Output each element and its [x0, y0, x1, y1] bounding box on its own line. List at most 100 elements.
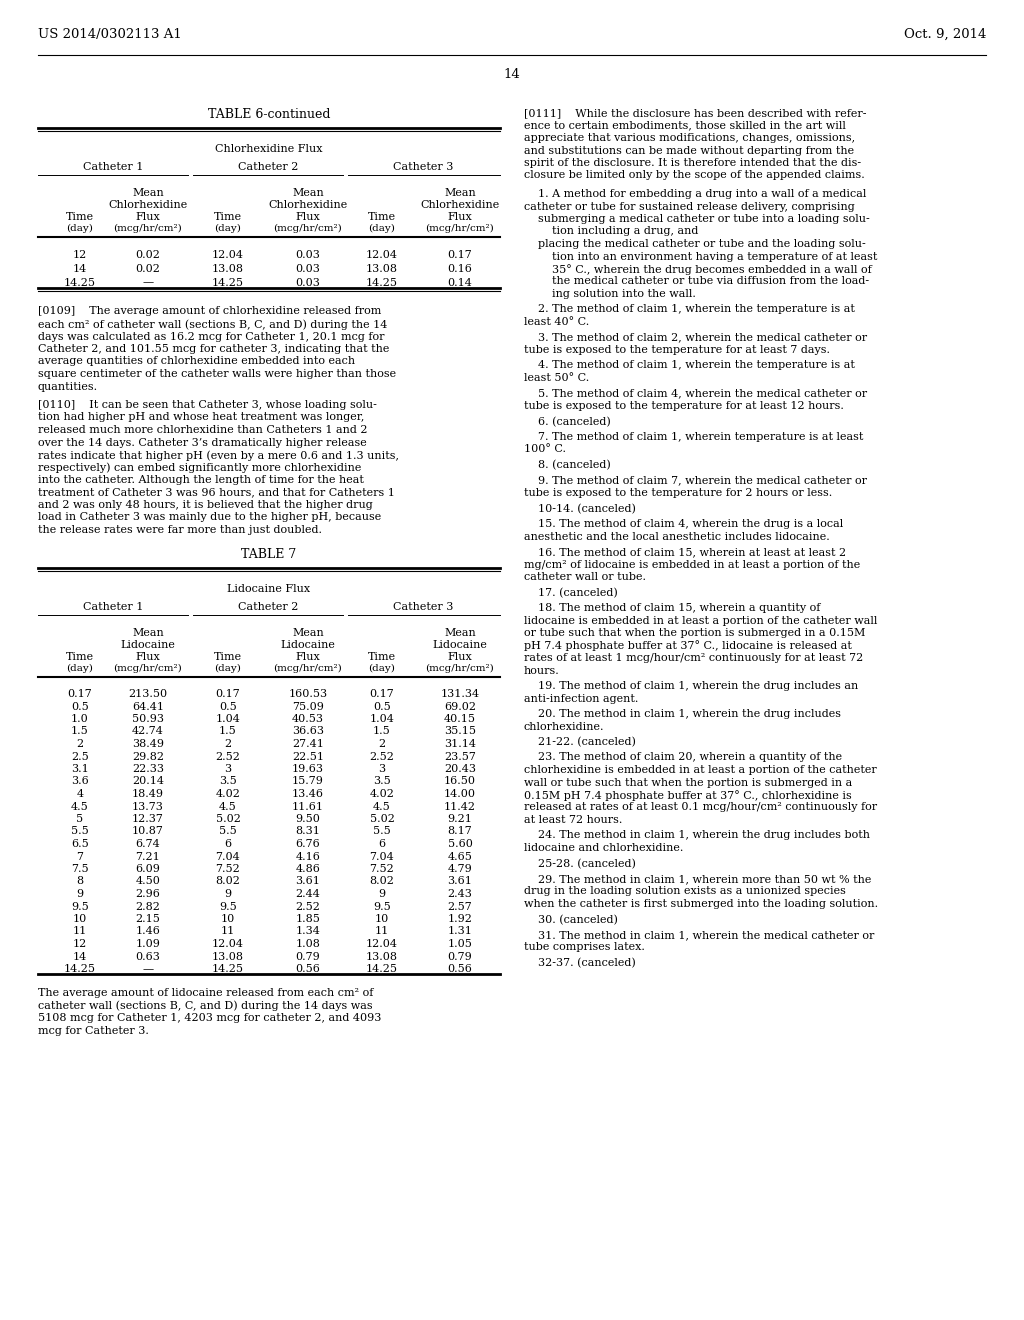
Text: 2.52: 2.52	[370, 751, 394, 762]
Text: Catheter 2: Catheter 2	[238, 602, 298, 611]
Text: 13.46: 13.46	[292, 789, 324, 799]
Text: Chlorhexidine: Chlorhexidine	[268, 201, 347, 210]
Text: when the catheter is first submerged into the loading solution.: when the catheter is first submerged int…	[524, 899, 879, 909]
Text: 2.82: 2.82	[135, 902, 161, 912]
Text: 23. The method of claim 20, wherein a quantity of the: 23. The method of claim 20, wherein a qu…	[524, 752, 842, 763]
Text: quantities.: quantities.	[38, 381, 98, 392]
Text: 0.16: 0.16	[447, 264, 472, 275]
Text: 1.08: 1.08	[296, 939, 321, 949]
Text: 11.61: 11.61	[292, 801, 324, 812]
Text: (mcg/hr/cm²): (mcg/hr/cm²)	[273, 224, 342, 234]
Text: ence to certain embodiments, those skilled in the art will: ence to certain embodiments, those skill…	[524, 120, 846, 131]
Text: 1.04: 1.04	[216, 714, 241, 723]
Text: (mcg/hr/cm²): (mcg/hr/cm²)	[426, 224, 495, 234]
Text: (day): (day)	[215, 664, 242, 673]
Text: 2.43: 2.43	[447, 888, 472, 899]
Text: Catheter 1: Catheter 1	[83, 602, 143, 611]
Text: 10: 10	[73, 913, 87, 924]
Text: 3.5: 3.5	[373, 776, 391, 787]
Text: 11.42: 11.42	[444, 801, 476, 812]
Text: 0.03: 0.03	[296, 264, 321, 275]
Text: anti-infection agent.: anti-infection agent.	[524, 693, 638, 704]
Text: 23.57: 23.57	[444, 751, 476, 762]
Text: 35.15: 35.15	[444, 726, 476, 737]
Text: each cm² of catheter wall (sections B, C, and D) during the 14: each cm² of catheter wall (sections B, C…	[38, 319, 387, 330]
Text: catheter wall or tube.: catheter wall or tube.	[524, 572, 646, 582]
Text: treatment of Catheter 3 was 96 hours, and that for Catheters 1: treatment of Catheter 3 was 96 hours, an…	[38, 487, 395, 498]
Text: closure be limited only by the scope of the appended claims.: closure be limited only by the scope of …	[524, 170, 864, 181]
Text: Mean: Mean	[292, 627, 324, 638]
Text: or tube such that when the portion is submerged in a 0.15M: or tube such that when the portion is su…	[524, 628, 865, 638]
Text: (day): (day)	[369, 664, 395, 673]
Text: 3.61: 3.61	[296, 876, 321, 887]
Text: 13.08: 13.08	[212, 952, 244, 961]
Text: 9: 9	[224, 888, 231, 899]
Text: chlorhexidine.: chlorhexidine.	[524, 722, 604, 731]
Text: 16. The method of claim 15, wherein at least at least 2: 16. The method of claim 15, wherein at l…	[524, 546, 846, 557]
Text: 38.49: 38.49	[132, 739, 164, 748]
Text: Chlorhexidine: Chlorhexidine	[109, 201, 187, 210]
Text: chlorhexidine is embedded in at least a portion of the catheter: chlorhexidine is embedded in at least a …	[524, 766, 877, 775]
Text: tube is exposed to the temperature for at least 12 hours.: tube is exposed to the temperature for a…	[524, 401, 844, 411]
Text: 31.14: 31.14	[444, 739, 476, 748]
Text: over the 14 days. Catheter 3’s dramatically higher release: over the 14 days. Catheter 3’s dramatica…	[38, 437, 367, 447]
Text: 21-22. (canceled): 21-22. (canceled)	[524, 737, 636, 747]
Text: 4.50: 4.50	[135, 876, 161, 887]
Text: ing solution into the wall.: ing solution into the wall.	[524, 289, 696, 300]
Text: 0.17: 0.17	[370, 689, 394, 700]
Text: 0.15M pH 7.4 phosphate buffer at 37° C., chlorhexidine is: 0.15M pH 7.4 phosphate buffer at 37° C.,…	[524, 789, 852, 801]
Text: 2.57: 2.57	[447, 902, 472, 912]
Text: Time: Time	[66, 213, 94, 222]
Text: Time: Time	[214, 652, 242, 661]
Text: 40.15: 40.15	[444, 714, 476, 723]
Text: 14.25: 14.25	[212, 277, 244, 288]
Text: (mcg/hr/cm²): (mcg/hr/cm²)	[426, 664, 495, 673]
Text: TABLE 7: TABLE 7	[242, 548, 297, 561]
Text: —: —	[142, 964, 154, 974]
Text: 9.21: 9.21	[447, 814, 472, 824]
Text: 0.56: 0.56	[447, 964, 472, 974]
Text: 14.25: 14.25	[212, 964, 244, 974]
Text: 14.25: 14.25	[366, 964, 398, 974]
Text: 7.5: 7.5	[72, 865, 89, 874]
Text: appreciate that various modifications, changes, omissions,: appreciate that various modifications, c…	[524, 133, 855, 143]
Text: 4.65: 4.65	[447, 851, 472, 862]
Text: 5: 5	[77, 814, 84, 824]
Text: 17. (canceled): 17. (canceled)	[524, 587, 617, 598]
Text: 3.61: 3.61	[447, 876, 472, 887]
Text: lidocaine is embedded in at least a portion of the catheter wall: lidocaine is embedded in at least a port…	[524, 615, 878, 626]
Text: 0.79: 0.79	[296, 952, 321, 961]
Text: tube is exposed to the temperature for 2 hours or less.: tube is exposed to the temperature for 2…	[524, 488, 833, 498]
Text: 0.5: 0.5	[373, 701, 391, 711]
Text: 0.5: 0.5	[219, 701, 237, 711]
Text: 32-37. (canceled): 32-37. (canceled)	[524, 958, 636, 969]
Text: 14.25: 14.25	[366, 277, 398, 288]
Text: respectively) can embed significantly more chlorhexidine: respectively) can embed significantly mo…	[38, 462, 361, 473]
Text: and substitutions can be made without departing from the: and substitutions can be made without de…	[524, 145, 854, 156]
Text: and 2 was only 48 hours, it is believed that the higher drug: and 2 was only 48 hours, it is believed …	[38, 500, 373, 510]
Text: 75.09: 75.09	[292, 701, 324, 711]
Text: 0.17: 0.17	[216, 689, 241, 700]
Text: 4.02: 4.02	[370, 789, 394, 799]
Text: Time: Time	[66, 652, 94, 661]
Text: the release rates were far more than just doubled.: the release rates were far more than jus…	[38, 525, 322, 535]
Text: 10: 10	[221, 913, 236, 924]
Text: square centimeter of the catheter walls were higher than those: square centimeter of the catheter walls …	[38, 370, 396, 379]
Text: 10-14. (canceled): 10-14. (canceled)	[524, 503, 636, 513]
Text: 2.52: 2.52	[296, 902, 321, 912]
Text: 8: 8	[77, 876, 84, 887]
Text: 14: 14	[73, 264, 87, 275]
Text: 20.14: 20.14	[132, 776, 164, 787]
Text: 12.04: 12.04	[366, 939, 398, 949]
Text: 16.50: 16.50	[444, 776, 476, 787]
Text: (day): (day)	[67, 224, 93, 234]
Text: 4. The method of claim 1, wherein the temperature is at: 4. The method of claim 1, wherein the te…	[524, 360, 855, 371]
Text: 11: 11	[375, 927, 389, 936]
Text: 15. The method of claim 4, wherein the drug is a local: 15. The method of claim 4, wherein the d…	[524, 519, 843, 529]
Text: 0.14: 0.14	[447, 277, 472, 288]
Text: Flux: Flux	[296, 652, 321, 661]
Text: Flux: Flux	[135, 652, 161, 661]
Text: Lidocaine: Lidocaine	[121, 639, 175, 649]
Text: released much more chlorhexidine than Catheters 1 and 2: released much more chlorhexidine than Ca…	[38, 425, 368, 436]
Text: 13.08: 13.08	[212, 264, 244, 275]
